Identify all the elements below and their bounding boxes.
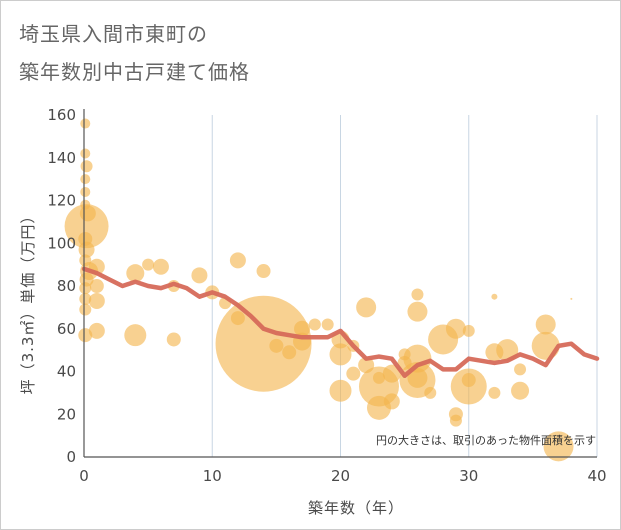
x-tick-label-10: 10 xyxy=(203,467,222,485)
y-tick-label-20: 20 xyxy=(57,405,76,423)
y-tick-label-0: 0 xyxy=(66,448,76,466)
y-tick-label-80: 80 xyxy=(57,277,76,295)
bubble-layer xyxy=(64,118,574,462)
data-point-59 xyxy=(424,386,437,399)
data-point-7 xyxy=(64,204,109,249)
y-axis-label: 坪（3.3㎡）単価（万円） xyxy=(19,208,37,395)
data-point-30 xyxy=(229,252,246,269)
data-point-0 xyxy=(80,118,91,129)
y-tick-label-100: 100 xyxy=(47,234,76,252)
data-point-63 xyxy=(449,414,462,427)
data-point-18 xyxy=(89,279,104,293)
data-point-3 xyxy=(80,174,91,185)
grid xyxy=(211,115,598,457)
data-point-35 xyxy=(282,345,297,360)
data-point-27 xyxy=(191,267,208,284)
data-point-1 xyxy=(80,148,91,159)
y-tick-label-160: 160 xyxy=(47,106,76,124)
data-point-23 xyxy=(142,258,155,271)
data-point-32 xyxy=(256,264,271,279)
data-point-51 xyxy=(383,393,400,410)
x-axis-label: 築年数（年） xyxy=(308,499,404,517)
data-point-9 xyxy=(78,241,95,258)
data-point-45 xyxy=(356,297,377,318)
data-point-67 xyxy=(491,293,498,300)
data-point-42 xyxy=(329,379,352,402)
data-point-76 xyxy=(570,297,573,300)
data-point-61 xyxy=(445,318,466,339)
x-tick-label-20: 20 xyxy=(331,467,350,485)
data-point-20 xyxy=(88,322,105,339)
data-point-4 xyxy=(80,186,91,197)
data-point-19 xyxy=(88,292,105,309)
data-point-49 xyxy=(372,371,385,384)
data-point-34 xyxy=(269,338,284,353)
data-point-39 xyxy=(321,318,334,331)
data-point-50 xyxy=(382,364,401,383)
data-point-14 xyxy=(79,292,92,305)
y-tick-label-120: 120 xyxy=(47,192,76,210)
y-tick-label-40: 40 xyxy=(57,363,76,381)
chart-title-line2: 築年数別中古戸建て価格 xyxy=(19,60,250,84)
data-point-22 xyxy=(124,324,147,347)
data-point-13 xyxy=(79,282,92,295)
average-line-layer xyxy=(81,266,600,379)
data-point-66 xyxy=(450,368,487,405)
data-point-75 xyxy=(543,431,574,462)
data-point-64 xyxy=(462,324,475,337)
data-point-74 xyxy=(531,331,560,360)
data-point-15 xyxy=(79,303,92,316)
y-tick-label-140: 140 xyxy=(47,149,76,167)
data-point-2 xyxy=(80,160,93,173)
data-point-24 xyxy=(152,258,169,275)
data-point-43 xyxy=(346,366,361,381)
data-point-55 xyxy=(411,288,424,301)
data-point-36 xyxy=(294,320,311,337)
data-point-38 xyxy=(308,318,321,331)
axes xyxy=(83,109,597,458)
data-point-16 xyxy=(78,328,93,343)
x-tick-label-0: 0 xyxy=(79,467,89,485)
data-point-73 xyxy=(535,314,556,335)
chart-title-line1: 埼玉県入間市東町の xyxy=(19,22,208,46)
data-point-41 xyxy=(329,343,352,366)
data-point-71 xyxy=(514,363,527,376)
x-tick-label-30: 30 xyxy=(459,467,478,485)
size-note: 円の大きさは、取引のあった物件面積を示す xyxy=(376,433,596,447)
data-point-26 xyxy=(166,332,181,347)
data-point-33 xyxy=(215,295,312,392)
data-point-72 xyxy=(511,381,530,400)
x-tick-label-40: 40 xyxy=(587,467,606,485)
data-point-21 xyxy=(126,264,145,283)
tick-labels: 0 10 20 30 40 0 20 40 60 80 100 120 140 160 xyxy=(47,106,606,485)
data-point-56 xyxy=(407,301,428,322)
y-tick-label-60: 60 xyxy=(57,320,76,338)
data-point-69 xyxy=(488,386,501,399)
series-line-0 xyxy=(81,266,600,379)
